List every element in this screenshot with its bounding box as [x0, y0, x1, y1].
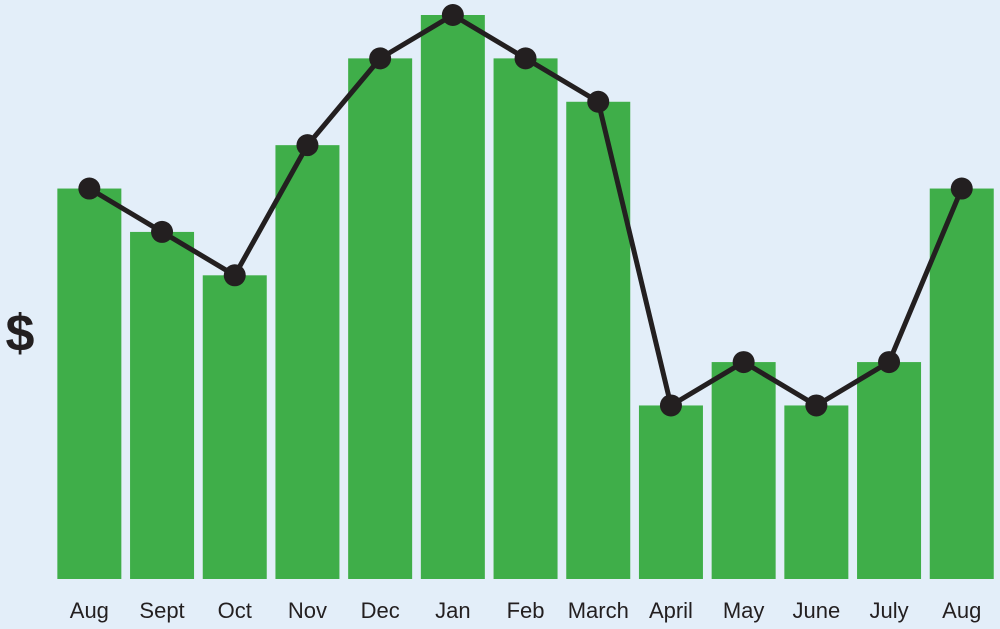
x-tick-label: Jan	[435, 598, 470, 623]
line-point	[587, 90, 610, 113]
line-point	[878, 351, 901, 374]
line-point	[805, 394, 828, 417]
x-tick-label: March	[568, 598, 629, 623]
x-tick-label: Sept	[139, 598, 184, 623]
x-tick-label: Oct	[218, 598, 252, 623]
bar	[638, 405, 703, 579]
bar	[275, 145, 340, 579]
line-point	[659, 394, 682, 417]
line-point	[514, 47, 537, 70]
x-tick-label: June	[792, 598, 840, 623]
line-point	[296, 134, 319, 157]
x-tick-label: Aug	[942, 598, 981, 623]
line-point	[950, 177, 973, 200]
line-point	[223, 264, 246, 287]
x-tick-label: July	[869, 598, 908, 623]
bar	[929, 188, 994, 580]
line-point	[151, 220, 174, 243]
line-point	[369, 47, 392, 70]
bar	[857, 362, 922, 579]
bar	[493, 58, 558, 579]
line-point	[441, 4, 464, 26]
bar	[202, 275, 267, 579]
line-point	[78, 177, 101, 200]
x-tick-label: Feb	[507, 598, 545, 623]
bar	[784, 405, 849, 579]
bar	[711, 362, 776, 579]
x-tick-label: Aug	[70, 598, 109, 623]
bar	[57, 188, 122, 580]
bar	[566, 101, 631, 580]
line-point	[732, 351, 755, 374]
x-tick-label: April	[649, 598, 693, 623]
x-tick-label: Nov	[288, 598, 327, 623]
x-tick-label: May	[723, 598, 765, 623]
bar	[130, 231, 195, 579]
bar	[348, 58, 413, 579]
y-axis-label: $	[6, 305, 35, 363]
bar	[420, 15, 485, 579]
x-tick-label: Dec	[361, 598, 400, 623]
